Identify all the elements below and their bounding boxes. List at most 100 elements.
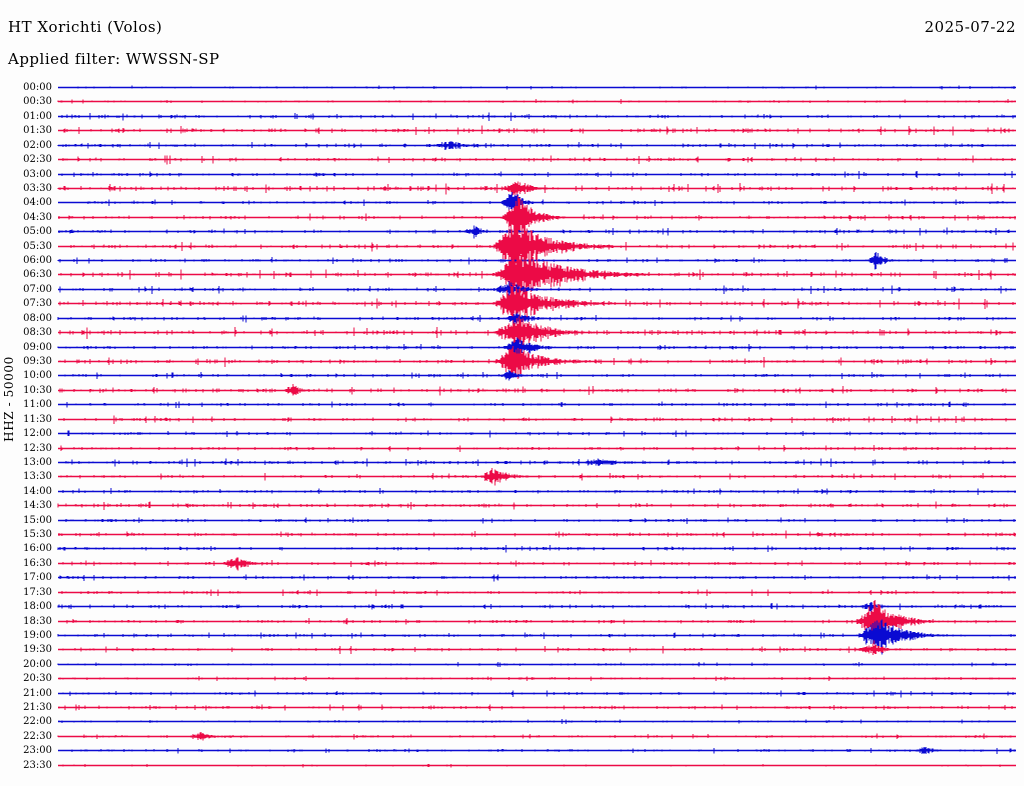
seismogram-trace-row: [58, 600, 1016, 644]
seismogram-trace-row: [58, 556, 1016, 571]
trace-waveform: [58, 345, 1016, 379]
trace-waveform: [58, 690, 1016, 698]
trace-samples: [59, 316, 1013, 350]
time-tick-label: 03:30: [23, 182, 52, 194]
trace-samples: [66, 401, 1015, 409]
seismogram-trace-row: [58, 714, 1016, 729]
trace-samples: [61, 370, 1009, 381]
time-tick-label: 07:30: [23, 297, 52, 309]
trace-samples: [63, 517, 1015, 524]
time-tick-label: 22:30: [23, 730, 52, 742]
trace-samples: [57, 99, 1016, 104]
trace-samples: [67, 223, 1014, 272]
trace-waveform: [58, 225, 1016, 239]
trace-samples: [58, 195, 1016, 238]
time-tick-label: 06:00: [23, 254, 52, 266]
trace-waveform: [57, 601, 1016, 613]
trace-samples: [57, 662, 1011, 667]
trace-waveform: [57, 181, 1016, 195]
seismogram-trace-row: [58, 758, 1016, 773]
trace-samples: [60, 252, 1016, 297]
page-title: HT Xorichti (Volos): [8, 18, 163, 36]
seismogram-trace-row: [58, 441, 1016, 456]
seismogram-trace-row: [58, 152, 1016, 167]
trace-samples: [66, 600, 1009, 644]
trace-samples: [60, 444, 1008, 453]
time-tick-label: 00:00: [23, 81, 52, 93]
seismogram-trace-row: [57, 138, 1016, 153]
time-tick-label: 19:00: [23, 629, 52, 641]
trace-waveform: [58, 557, 1016, 571]
seismogram-trace-row: [58, 252, 1016, 297]
time-tick-label: 08:30: [23, 326, 52, 338]
trace-waveform: [58, 281, 1016, 298]
trace-waveform: [58, 574, 1016, 582]
trace-waveform: [58, 458, 1016, 468]
time-tick-label: 12:00: [23, 427, 52, 439]
trace-samples: [59, 283, 1014, 330]
seismogram-trace-row: [58, 316, 1016, 350]
trace-samples: [63, 125, 1014, 136]
seismogram-trace-row: [58, 743, 1016, 758]
seismogram-trace-row: [58, 167, 1016, 182]
trace-waveform: [58, 112, 1016, 122]
seismogram-trace-row: [57, 541, 1016, 556]
time-tick-label: 02:00: [23, 139, 52, 151]
trace-waveform: [57, 312, 1016, 326]
trace-waveform: [58, 517, 1016, 524]
time-tick-label: 17:30: [23, 586, 52, 598]
seismogram-trace-row: [58, 527, 1016, 542]
seismogram-trace-row: [57, 337, 1016, 358]
trace-samples: [58, 530, 1016, 539]
trace-samples: [59, 574, 1016, 582]
trace-waveform: [57, 545, 1016, 553]
trace-samples: [62, 155, 1013, 165]
time-tick-label: 10:00: [23, 369, 52, 381]
trace-samples: [57, 545, 1016, 553]
trace-samples: [59, 345, 1016, 379]
time-tick-label: 19:30: [23, 643, 52, 655]
trace-waveform: [58, 223, 1016, 272]
trace-samples: [62, 488, 1016, 495]
trace-samples: [62, 690, 1014, 698]
seismogram-trace-row: [58, 368, 1016, 383]
seismogram-trace-row: [58, 123, 1016, 138]
seismogram-trace-row: [58, 345, 1016, 379]
seismogram-trace-row: [58, 585, 1016, 600]
trace-samples: [62, 557, 1015, 571]
trace-waveform: [58, 191, 1016, 213]
trace-waveform: [57, 141, 1016, 150]
trace-waveform: [58, 719, 1016, 724]
trace-waveform: [58, 283, 1016, 330]
trace-samples: [57, 501, 1011, 510]
seismogram-trace-row: [57, 498, 1016, 513]
trace-waveform: [58, 747, 1016, 755]
trace-waveform: [58, 125, 1016, 136]
time-tick-label: 20:30: [23, 672, 52, 684]
time-tick-label: 11:30: [23, 413, 52, 425]
seismogram-trace-row: [58, 109, 1016, 124]
seismogram-trace-row: [58, 513, 1016, 528]
trace-samples: [59, 281, 1012, 298]
trace-waveform: [58, 763, 1016, 768]
time-tick-label: 00:30: [23, 95, 52, 107]
time-tick-label: 13:00: [23, 456, 52, 468]
time-tick-label: 21:00: [23, 687, 52, 699]
time-tick-label: 16:00: [23, 542, 52, 554]
seismogram-trace-row: [57, 181, 1016, 196]
trace-samples: [60, 468, 1015, 486]
time-tick-label: 05:00: [23, 225, 52, 237]
time-tick-label: 04:00: [23, 196, 52, 208]
trace-waveform: [58, 171, 1016, 179]
time-tick-label: 18:30: [23, 615, 52, 627]
seismogram-trace-row: [58, 397, 1016, 412]
trace-samples: [73, 191, 1008, 213]
trace-waveform: [57, 501, 1016, 510]
time-tick-label: 23:00: [23, 744, 52, 756]
seismogram-trace-row: [57, 311, 1016, 326]
time-tick-label: 14:00: [23, 485, 52, 497]
trace-waveform: [58, 316, 1016, 350]
trace-waveform: [58, 370, 1016, 381]
trace-waveform: [58, 430, 1016, 438]
seismogram-trace-row: [57, 729, 1016, 744]
